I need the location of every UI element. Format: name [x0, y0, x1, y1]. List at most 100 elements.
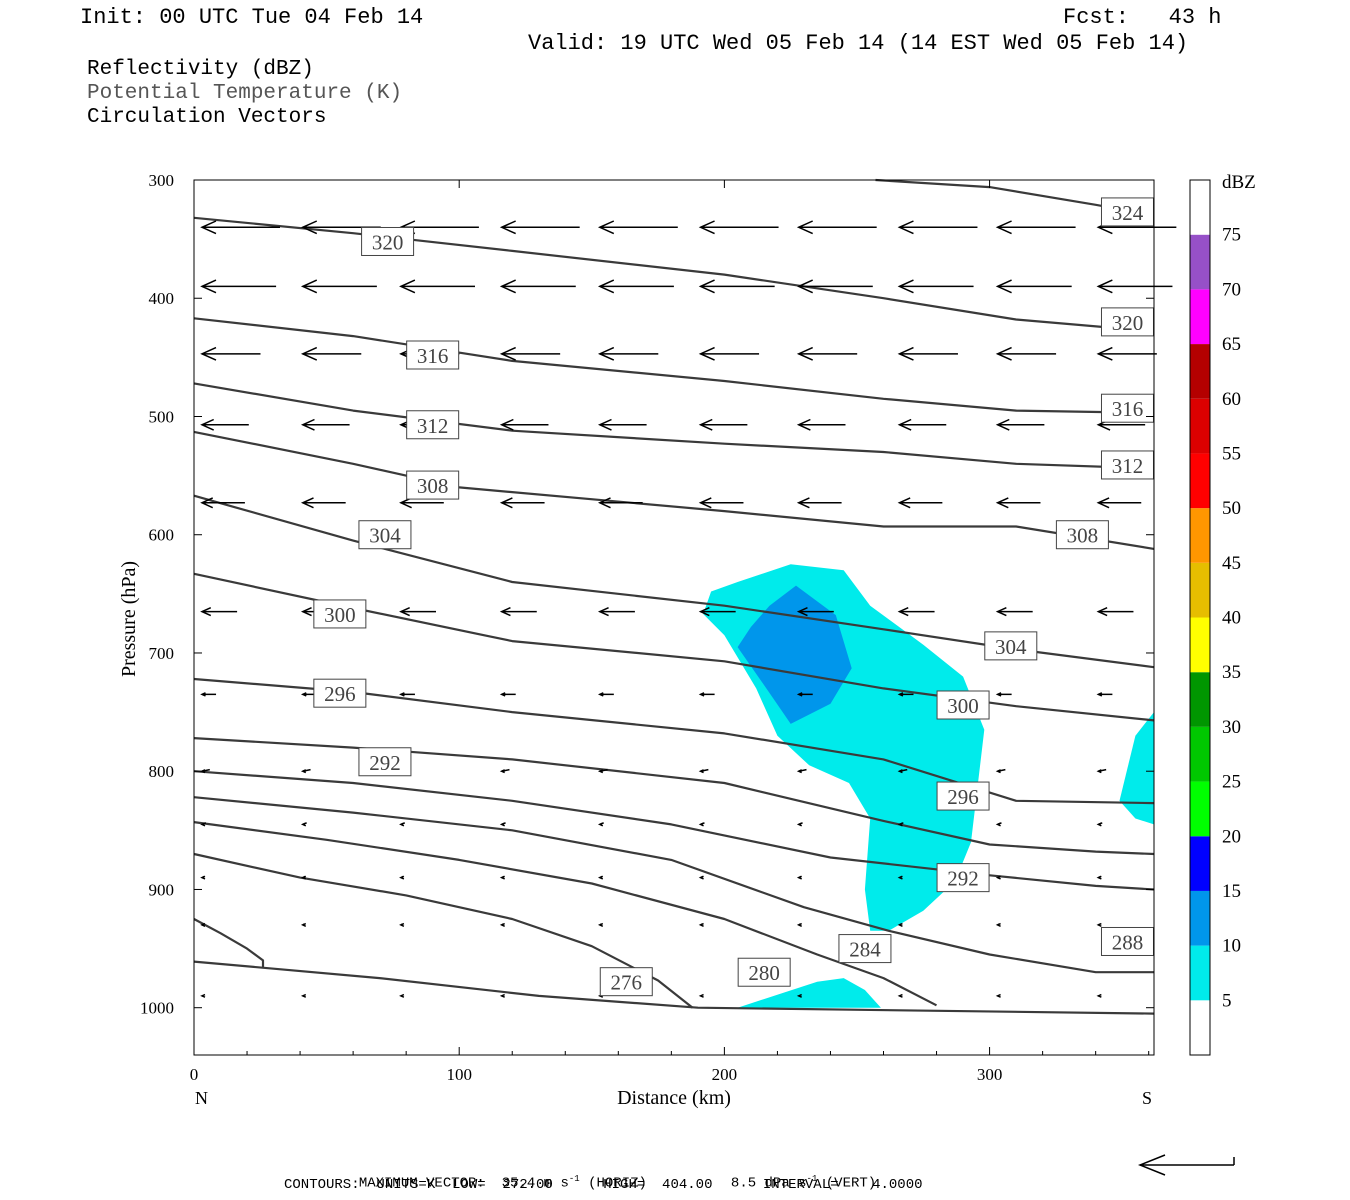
vector-head-1-7 — [897, 279, 914, 294]
colorbar-level-65: 65 — [1222, 334, 1241, 355]
vector-head-1-2 — [399, 279, 416, 294]
axes: 300 400 500 600 700 800 900 1000 0 100 200 300 — [140, 171, 1154, 1084]
x-tick-label-300: 300 — [977, 1065, 1003, 1084]
vector-head-11-8 — [995, 993, 1001, 998]
reflectivity-title: Reflectivity (dBZ) — [87, 58, 314, 81]
vector-head-9-1 — [300, 875, 307, 880]
vector-head-9-2 — [399, 875, 405, 880]
contour-label-3: 316 — [417, 344, 449, 368]
theta-contour-308-9 — [193, 430, 1155, 550]
vector-head-10-1 — [300, 922, 307, 927]
contour-label-box-18 — [838, 934, 892, 964]
colorbar-level-70: 70 — [1222, 279, 1241, 300]
theta-contour-320-12 — [193, 216, 1155, 333]
contour-label-6: 312 — [1112, 454, 1144, 478]
contour-label-17: 288 — [1112, 930, 1144, 954]
vector-head-4-4 — [597, 497, 611, 509]
contour-label-11: 300 — [324, 603, 356, 627]
contour-label-box-12 — [936, 690, 990, 720]
colorbar-segment-12 — [1190, 344, 1210, 399]
vector-head-10-6 — [796, 922, 802, 927]
contour-label-20: 276 — [611, 971, 643, 995]
contour-label-box-17 — [1100, 926, 1154, 956]
vector-head-3-1 — [300, 418, 315, 431]
vector-head-11-7 — [897, 993, 903, 998]
vector-head-0-1 — [300, 220, 318, 235]
vector-head-0-3 — [499, 220, 516, 235]
vector-head-4-8 — [995, 497, 1009, 509]
vector-head-1-3 — [499, 279, 516, 294]
colorbar-segment-7 — [1190, 617, 1210, 673]
contour-labels: 320 324 320 316 316 312 312 308 308 304 304 300 300 2… — [313, 197, 1154, 997]
vector-head-6-1 — [300, 692, 307, 697]
contour-label-box-4 — [1100, 393, 1154, 423]
colorbar-level-15: 15 — [1222, 881, 1241, 902]
contour-label-10: 304 — [995, 635, 1027, 659]
vert-label: (VERT) — [817, 1175, 877, 1192]
vector-head-2-4 — [597, 346, 615, 361]
contour-label-box-1 — [1100, 197, 1154, 227]
y-axis-label: Pressure (hPa) — [118, 561, 140, 677]
vector-head-1-9 — [1096, 279, 1113, 294]
vector-head-8-7 — [897, 822, 903, 827]
vector-head-2-7 — [897, 346, 914, 361]
vector-head-4-6 — [796, 497, 810, 509]
contour-label-box-6 — [1100, 450, 1154, 480]
vector-head-5-5 — [698, 606, 710, 617]
contour-label-7: 308 — [417, 474, 449, 498]
vector-head-8-5 — [698, 822, 704, 827]
vector-head-7-8 — [995, 769, 1001, 774]
colorbar-segment-10 — [1190, 453, 1210, 509]
theta-title: Potential Temperature (K) — [87, 82, 403, 105]
y-tick-label-300: 300 — [149, 171, 175, 190]
vector-head-3-6 — [796, 418, 811, 431]
colorbar-level-75: 75 — [1222, 225, 1241, 246]
vector-head-4-7 — [897, 497, 911, 509]
vector-head-3-8 — [995, 418, 1010, 431]
vector-head-4-1 — [300, 497, 314, 509]
contours-info: CONTOURS: UNITS=K LOW= 272.00 HIGH= 404.… — [284, 1177, 923, 1193]
vector-head-6-2 — [399, 692, 405, 697]
vector-head-1-0 — [200, 279, 217, 294]
vector-head-1-8 — [995, 279, 1012, 294]
vector-head-8-8 — [995, 822, 1001, 827]
contour-label-4: 316 — [1112, 397, 1144, 421]
vector-head-6-3 — [499, 692, 506, 697]
contour-label-0: 320 — [372, 230, 404, 254]
contour-label-box-20 — [599, 967, 653, 997]
contour-label-box-0 — [361, 226, 415, 256]
contour-label-14: 296 — [947, 785, 979, 809]
theta-contour-276-1 — [193, 852, 694, 1009]
vector-head-7-9 — [1096, 769, 1102, 774]
contour-label-box-7 — [406, 470, 460, 500]
theta-contour-surface-14 — [193, 960, 1155, 1015]
contour-label-2: 320 — [1112, 311, 1144, 335]
x-tick-label-200: 200 — [712, 1065, 738, 1084]
vector-head-7-1 — [300, 769, 307, 774]
vector-head-8-9 — [1096, 822, 1102, 827]
vector-head-5-3 — [499, 606, 511, 617]
max-vector-label: MAXIMUM VECTOR: — [358, 1175, 485, 1192]
vector-head-11-3 — [499, 993, 505, 998]
vector-head-8-2 — [399, 822, 405, 827]
vector-head-0-6 — [796, 220, 813, 235]
vector-head-4-5 — [698, 497, 712, 509]
vector-head-5-9 — [1096, 606, 1108, 617]
vector-head-1-4 — [597, 279, 615, 294]
vector-head-10-2 — [399, 922, 405, 927]
colorbar-segment-15 — [1190, 180, 1210, 235]
contour-label-box-16 — [936, 863, 990, 893]
reflectivity-5dbz-area-2 — [1119, 712, 1154, 825]
vector-head-5-2 — [399, 606, 410, 617]
valid-time: Valid: 19 UTC Wed 05 Feb 14 (14 EST Wed … — [528, 31, 1189, 56]
vector-head-10-0 — [200, 922, 206, 927]
contour-label-9: 304 — [369, 524, 401, 548]
colorbar-segment-2 — [1190, 890, 1210, 946]
y-tick-label-900: 900 — [149, 880, 175, 899]
contour-label-box-13 — [313, 678, 367, 708]
vert-max: 8.5 dPa s — [730, 1175, 807, 1192]
vector-head-0-7 — [897, 220, 914, 235]
vector-head-6-8 — [995, 692, 1002, 697]
vectors-title: Circulation Vectors — [87, 106, 327, 129]
vector-head-2-0 — [200, 346, 217, 361]
